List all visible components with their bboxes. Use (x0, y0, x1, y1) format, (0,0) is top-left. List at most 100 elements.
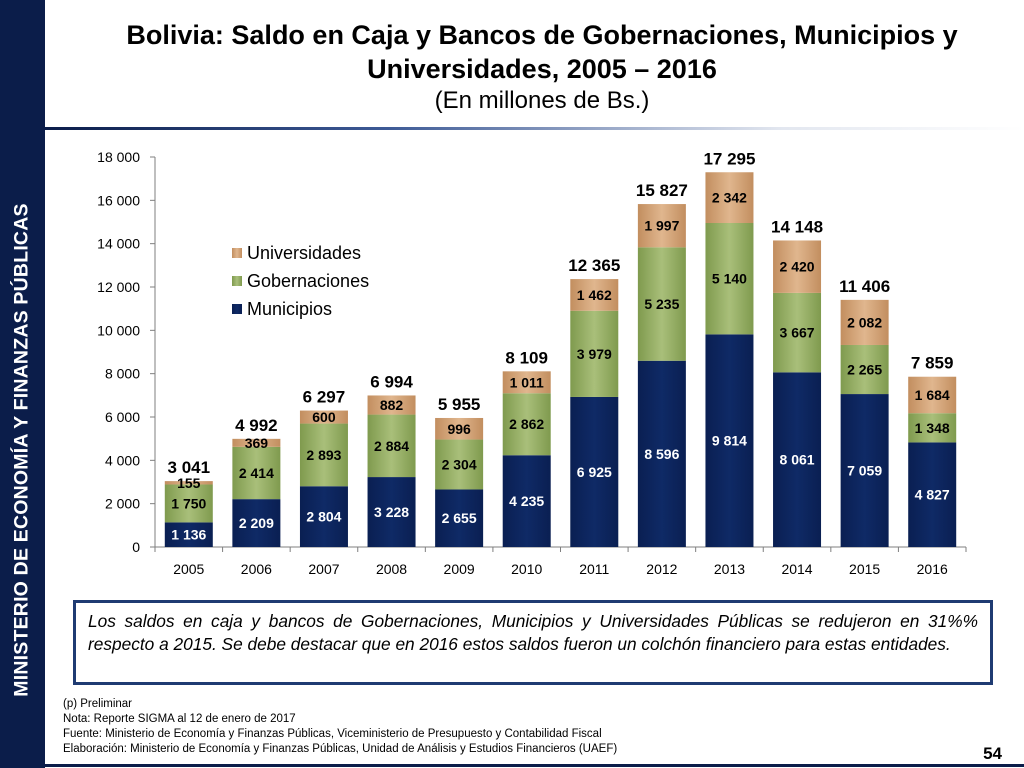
bar-segment-gobernaciones (570, 310, 619, 397)
data-label-universidades: 882 (380, 397, 404, 413)
bar-segment-universidades (840, 299, 889, 345)
data-label-municipios: 1 136 (171, 527, 206, 543)
bar-segment-universidades (367, 395, 416, 415)
x-tick-label: 2010 (511, 561, 542, 577)
bar-segment-gobernaciones (637, 247, 686, 361)
y-tick-label: 10 000 (97, 322, 140, 338)
bar-segment-municipios (570, 396, 619, 547)
data-label-gobernaciones: 2 893 (306, 447, 341, 463)
y-tick-label: 6 000 (105, 409, 140, 425)
bar-segment-universidades (299, 410, 348, 424)
footnotes: (p) Preliminar Nota: Reporte SIGMA al 12… (63, 697, 617, 757)
bar-segment-gobernaciones (164, 484, 213, 523)
legend-key-universidades (232, 248, 242, 258)
y-tick-label: 0 (132, 539, 140, 555)
legend-label-universidades: Universidades (247, 243, 361, 263)
bar-segment-municipios (435, 489, 484, 547)
sidebar-banner: MINISTERIO DE ECONOMÍA Y FINANZAS PÚBLIC… (0, 0, 45, 768)
bar-segment-gobernaciones (840, 344, 889, 395)
legend-key-gobernaciones (232, 276, 242, 286)
data-label-municipios: 4 235 (509, 493, 544, 509)
bar-segment-universidades (502, 371, 551, 394)
y-tick-label: 14 000 (97, 236, 140, 252)
chart-subtitle: (En millones de Bs.) (434, 87, 650, 114)
bar-segment-universidades (232, 438, 281, 447)
bar-segment-gobernaciones (435, 439, 484, 490)
data-label-municipios: 8 061 (780, 452, 815, 468)
x-tick-label: 2009 (444, 561, 475, 577)
data-label-gobernaciones: 1 348 (915, 420, 950, 436)
data-label-municipios: 2 655 (442, 510, 477, 526)
bar-segment-gobernaciones (232, 446, 281, 500)
data-label-universidades: 155 (177, 475, 201, 491)
footer-divider (45, 764, 1024, 767)
y-tick-label: 12 000 (97, 279, 140, 295)
bar-segment-municipios (164, 522, 213, 547)
data-label-universidades: 2 342 (712, 190, 747, 206)
bar-segment-universidades (164, 481, 213, 485)
bar-segment-municipios (502, 455, 551, 547)
data-label-universidades: 996 (447, 421, 471, 437)
total-label: 4 992 (235, 416, 278, 435)
bar-segment-universidades (773, 240, 822, 293)
data-label-universidades: 1 684 (915, 387, 950, 403)
chart-bars (164, 172, 957, 547)
legend-label-gobernaciones: Gobernaciones (247, 271, 369, 291)
y-tick-label: 2 000 (105, 496, 140, 512)
chart-legend: Universidades Gobernaciones Municipios (232, 243, 369, 319)
bar-segment-municipios (705, 334, 754, 547)
x-tick-label: 2012 (646, 561, 677, 577)
data-label-universidades: 1 462 (577, 287, 612, 303)
data-label-universidades: 1 997 (644, 218, 679, 234)
commentary-box: Los saldos en caja y bancos de Gobernaci… (73, 600, 993, 685)
data-label-universidades: 2 082 (847, 314, 882, 330)
data-label-gobernaciones: 2 414 (239, 465, 274, 481)
x-tick-label: 2014 (781, 561, 812, 577)
total-label: 15 827 (636, 181, 688, 200)
page-number: 54 (983, 744, 1002, 763)
data-label-gobernaciones: 2 862 (509, 416, 544, 432)
total-label: 8 109 (505, 348, 548, 367)
data-label-municipios: 9 814 (712, 433, 747, 449)
y-tick-label: 16 000 (97, 192, 140, 208)
total-label: 5 955 (438, 395, 481, 414)
data-label-gobernaciones: 3 667 (780, 325, 815, 341)
data-label-gobernaciones: 2 265 (847, 362, 882, 378)
x-tick-label: 2015 (849, 561, 880, 577)
data-label-municipios: 6 925 (577, 464, 612, 480)
bar-segment-universidades (705, 172, 754, 223)
x-tick-label: 2016 (917, 561, 948, 577)
data-label-municipios: 8 596 (644, 446, 679, 462)
y-tick-label: 8 000 (105, 366, 140, 382)
data-label-municipios: 7 059 (847, 463, 882, 479)
data-label-municipios: 3 228 (374, 504, 409, 520)
bar-segment-municipios (840, 394, 889, 547)
bar-segment-universidades (908, 376, 957, 414)
data-label-gobernaciones: 5 235 (644, 296, 679, 312)
bar-segment-gobernaciones (502, 393, 551, 456)
data-label-gobernaciones: 3 979 (577, 346, 612, 362)
bar-segment-municipios (367, 477, 416, 547)
bar-segment-municipios (908, 442, 957, 547)
data-label-universidades: 2 420 (780, 259, 815, 275)
bar-segment-gobernaciones (773, 292, 822, 373)
y-tick-label: 4 000 (105, 452, 140, 468)
chart-axes: 0 2 000 4 000 6 000 8 000 10 000 12 000 14 000 1… (97, 149, 967, 555)
title-line-1: Bolivia: Saldo en Caja y Bancos de Gober… (126, 20, 958, 50)
chart-title: Bolivia: Saldo en Caja y Bancos de Gober… (60, 18, 1024, 116)
bar-segment-universidades (637, 204, 686, 248)
note-preliminar: (p) Preliminar (63, 698, 133, 710)
note-sigma: Nota: Reporte SIGMA al 12 de enero de 20… (63, 713, 296, 725)
data-label-universidades: 600 (312, 409, 336, 425)
data-label-universidades: 369 (245, 435, 269, 451)
total-label: 17 295 (703, 149, 755, 168)
data-label-municipios: 2 209 (239, 515, 274, 531)
data-label-gobernaciones: 2 304 (442, 457, 477, 473)
total-label: 3 041 (168, 458, 211, 477)
note-source: Fuente: Ministerio de Economía y Finanza… (63, 728, 602, 740)
stacked-bar-chart: 0 2 000 4 000 6 000 8 000 10 000 12 000 14 000 1… (97, 149, 967, 577)
bar-segment-municipios (299, 486, 348, 547)
note-elaboration: Elaboración: Ministerio de Economía y Fi… (63, 743, 618, 755)
data-label-municipios: 4 827 (915, 487, 950, 503)
bar-segment-gobernaciones (705, 222, 754, 335)
